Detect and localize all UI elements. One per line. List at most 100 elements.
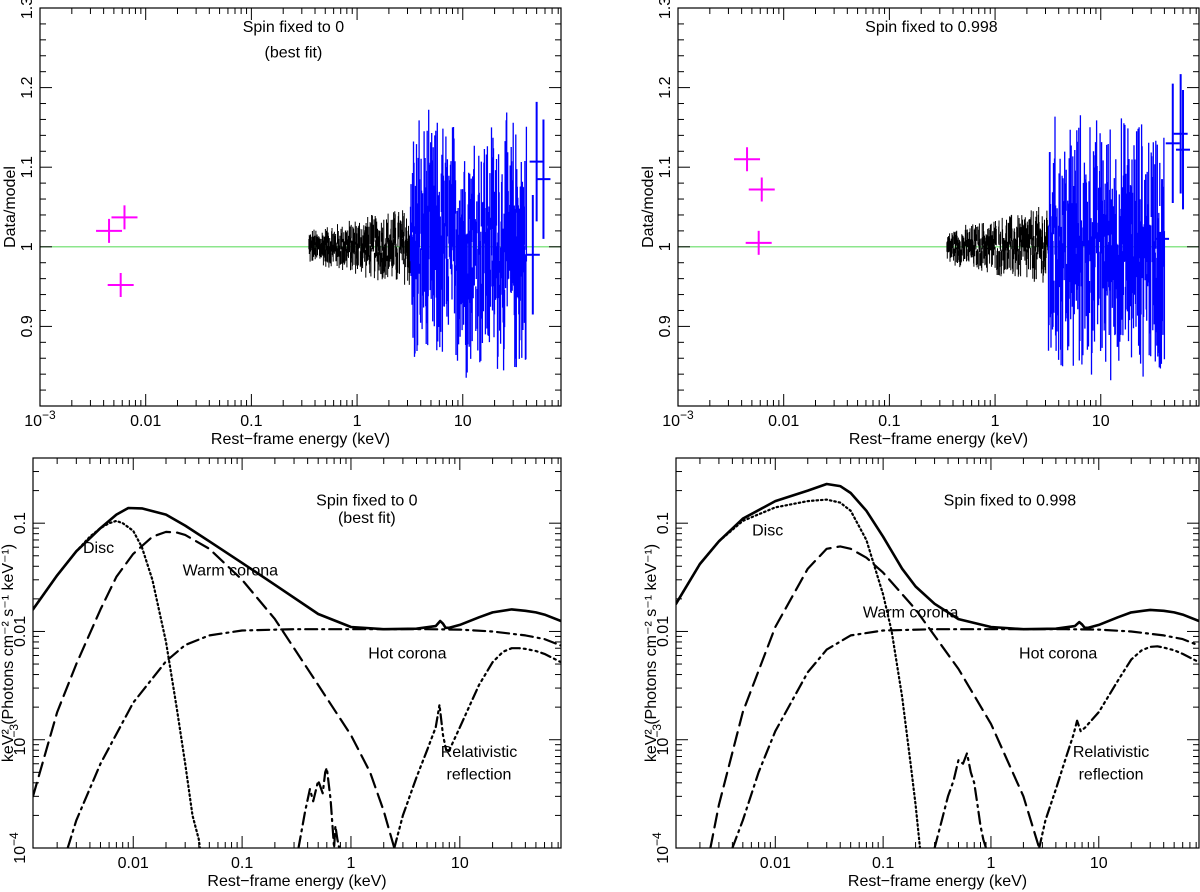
- x-tick-label: 0.01: [130, 413, 161, 430]
- x-tick-label: 10−3: [24, 408, 56, 430]
- y-tick-label: 1.3: [19, 0, 36, 19]
- plot-area: [676, 482, 1199, 848]
- x-tick-label: 10: [1092, 413, 1110, 430]
- annotation: Spin fixed to 0: [316, 493, 418, 510]
- y-tick-label: 0.01: [12, 616, 29, 647]
- x-tick-label: 10−3: [662, 408, 694, 430]
- x-axis-label: Rest−frame energy (keV): [849, 431, 1028, 448]
- y-tick-label: 1.2: [19, 76, 36, 98]
- residuals-hard-xray: [1047, 115, 1166, 381]
- x-tick-label: 0.1: [872, 855, 894, 872]
- tick-exponent: −3: [680, 408, 694, 422]
- y-axis-label: Data/model: [2, 166, 19, 248]
- y-tick-label: 10−4: [7, 832, 29, 864]
- y-tick-label: 0.1: [12, 512, 29, 534]
- series-disc: [676, 498, 922, 848]
- series-total: [676, 482, 1199, 631]
- x-tick-label: 0.01: [118, 855, 149, 872]
- series-disc: [33, 519, 202, 848]
- series-hot-corona: [66, 628, 561, 848]
- y-axis-label: keV² (Photons cm⁻² s⁻¹ keV⁻¹): [0, 544, 17, 762]
- annotation: reflection: [1079, 766, 1144, 783]
- y-axis-label: Data/model: [640, 166, 657, 248]
- y-tick-label: 10−3: [7, 724, 29, 756]
- x-tick-label: 0.01: [760, 855, 791, 872]
- x-tick-label: 1: [353, 413, 362, 430]
- y-tick-label: 0.01: [655, 616, 672, 647]
- tick-exponent: −4: [7, 832, 21, 846]
- y-tick-label: 0.1: [655, 512, 672, 534]
- annotation: Relativistic: [441, 744, 517, 761]
- annotation: Hot corona: [1019, 646, 1097, 663]
- y-tick-label: 1.2: [657, 76, 674, 98]
- tick-base: 10: [12, 738, 29, 756]
- plot-frame: [39, 7, 562, 407]
- x-tick-label: 0.1: [878, 413, 900, 430]
- x-axis-label: Rest−frame energy (keV): [848, 873, 1027, 890]
- x-tick-label: 0.1: [240, 413, 262, 430]
- series-ionised-reflection: [933, 752, 988, 848]
- annotation: (best fit): [265, 44, 323, 61]
- plot-area: [40, 101, 561, 378]
- annotation: Hot corona: [368, 646, 446, 663]
- y-tick-label: 0.9: [657, 315, 674, 337]
- annotation: Warm corona: [183, 562, 279, 579]
- y-tick-label: 1: [657, 242, 674, 251]
- annotation: reflection: [447, 766, 512, 783]
- plot-area: [678, 74, 1199, 381]
- annotation: Spin fixed to 0: [243, 19, 345, 36]
- annotation: Warm corona: [863, 605, 959, 622]
- annotation: Spin fixed to 0.998: [865, 19, 998, 36]
- tick-base: 10: [655, 846, 672, 864]
- tick-base: 10: [12, 846, 29, 864]
- series-ionised-reflection: [297, 766, 341, 848]
- plot-frame: [32, 457, 562, 849]
- x-tick-label: 1: [986, 855, 995, 872]
- tick-base: 10: [24, 413, 42, 430]
- residuals-soft-xray: [308, 210, 411, 285]
- plot-frame: [677, 7, 1200, 407]
- series-hot-corona: [731, 628, 1199, 848]
- y-tick-label: 10−3: [650, 724, 672, 756]
- x-axis-label: Rest−frame energy (keV): [211, 431, 390, 448]
- x-tick-label: 0.01: [768, 413, 799, 430]
- series-relativistic-reflection: [1038, 645, 1199, 848]
- y-tick-label: 10−4: [650, 832, 672, 864]
- y-tick-label: 1: [19, 242, 36, 251]
- x-tick-label: 0.1: [231, 855, 253, 872]
- plot-frame: [675, 457, 1200, 849]
- y-tick-label: 1.1: [657, 156, 674, 178]
- residuals-soft-xray: [946, 207, 1049, 283]
- series-total: [33, 506, 561, 631]
- annotation: Relativistic: [1073, 744, 1149, 761]
- annotation: (best fit): [338, 510, 396, 527]
- y-tick-label: 1.3: [657, 0, 674, 19]
- x-tick-label: 1: [991, 413, 1000, 430]
- x-tick-label: 10: [1090, 855, 1108, 872]
- series-warm-corona: [33, 530, 396, 848]
- residuals-hard-xray: [409, 109, 528, 378]
- y-tick-label: 1.1: [19, 156, 36, 178]
- x-axis-label: Rest−frame energy (keV): [207, 873, 386, 890]
- annotation: Disc: [83, 540, 114, 557]
- tick-base: 10: [655, 738, 672, 756]
- series-relativistic-reflection: [393, 647, 561, 848]
- series-warm-corona: [709, 545, 1041, 848]
- tick-exponent: −3: [7, 724, 21, 738]
- annotation: Spin fixed to 0.998: [944, 493, 1077, 510]
- tick-exponent: −3: [650, 724, 664, 738]
- y-axis-label: keV² (Photons cm⁻² s⁻¹ keV⁻¹): [643, 544, 660, 762]
- annotation: Disc: [752, 522, 783, 539]
- y-tick-label: 0.9: [19, 315, 36, 337]
- x-tick-label: 1: [347, 855, 356, 872]
- plot-area: [33, 506, 561, 848]
- tick-base: 10: [662, 413, 680, 430]
- x-tick-label: 10: [451, 855, 469, 872]
- x-tick-label: 10: [454, 413, 472, 430]
- tick-exponent: −3: [42, 408, 56, 422]
